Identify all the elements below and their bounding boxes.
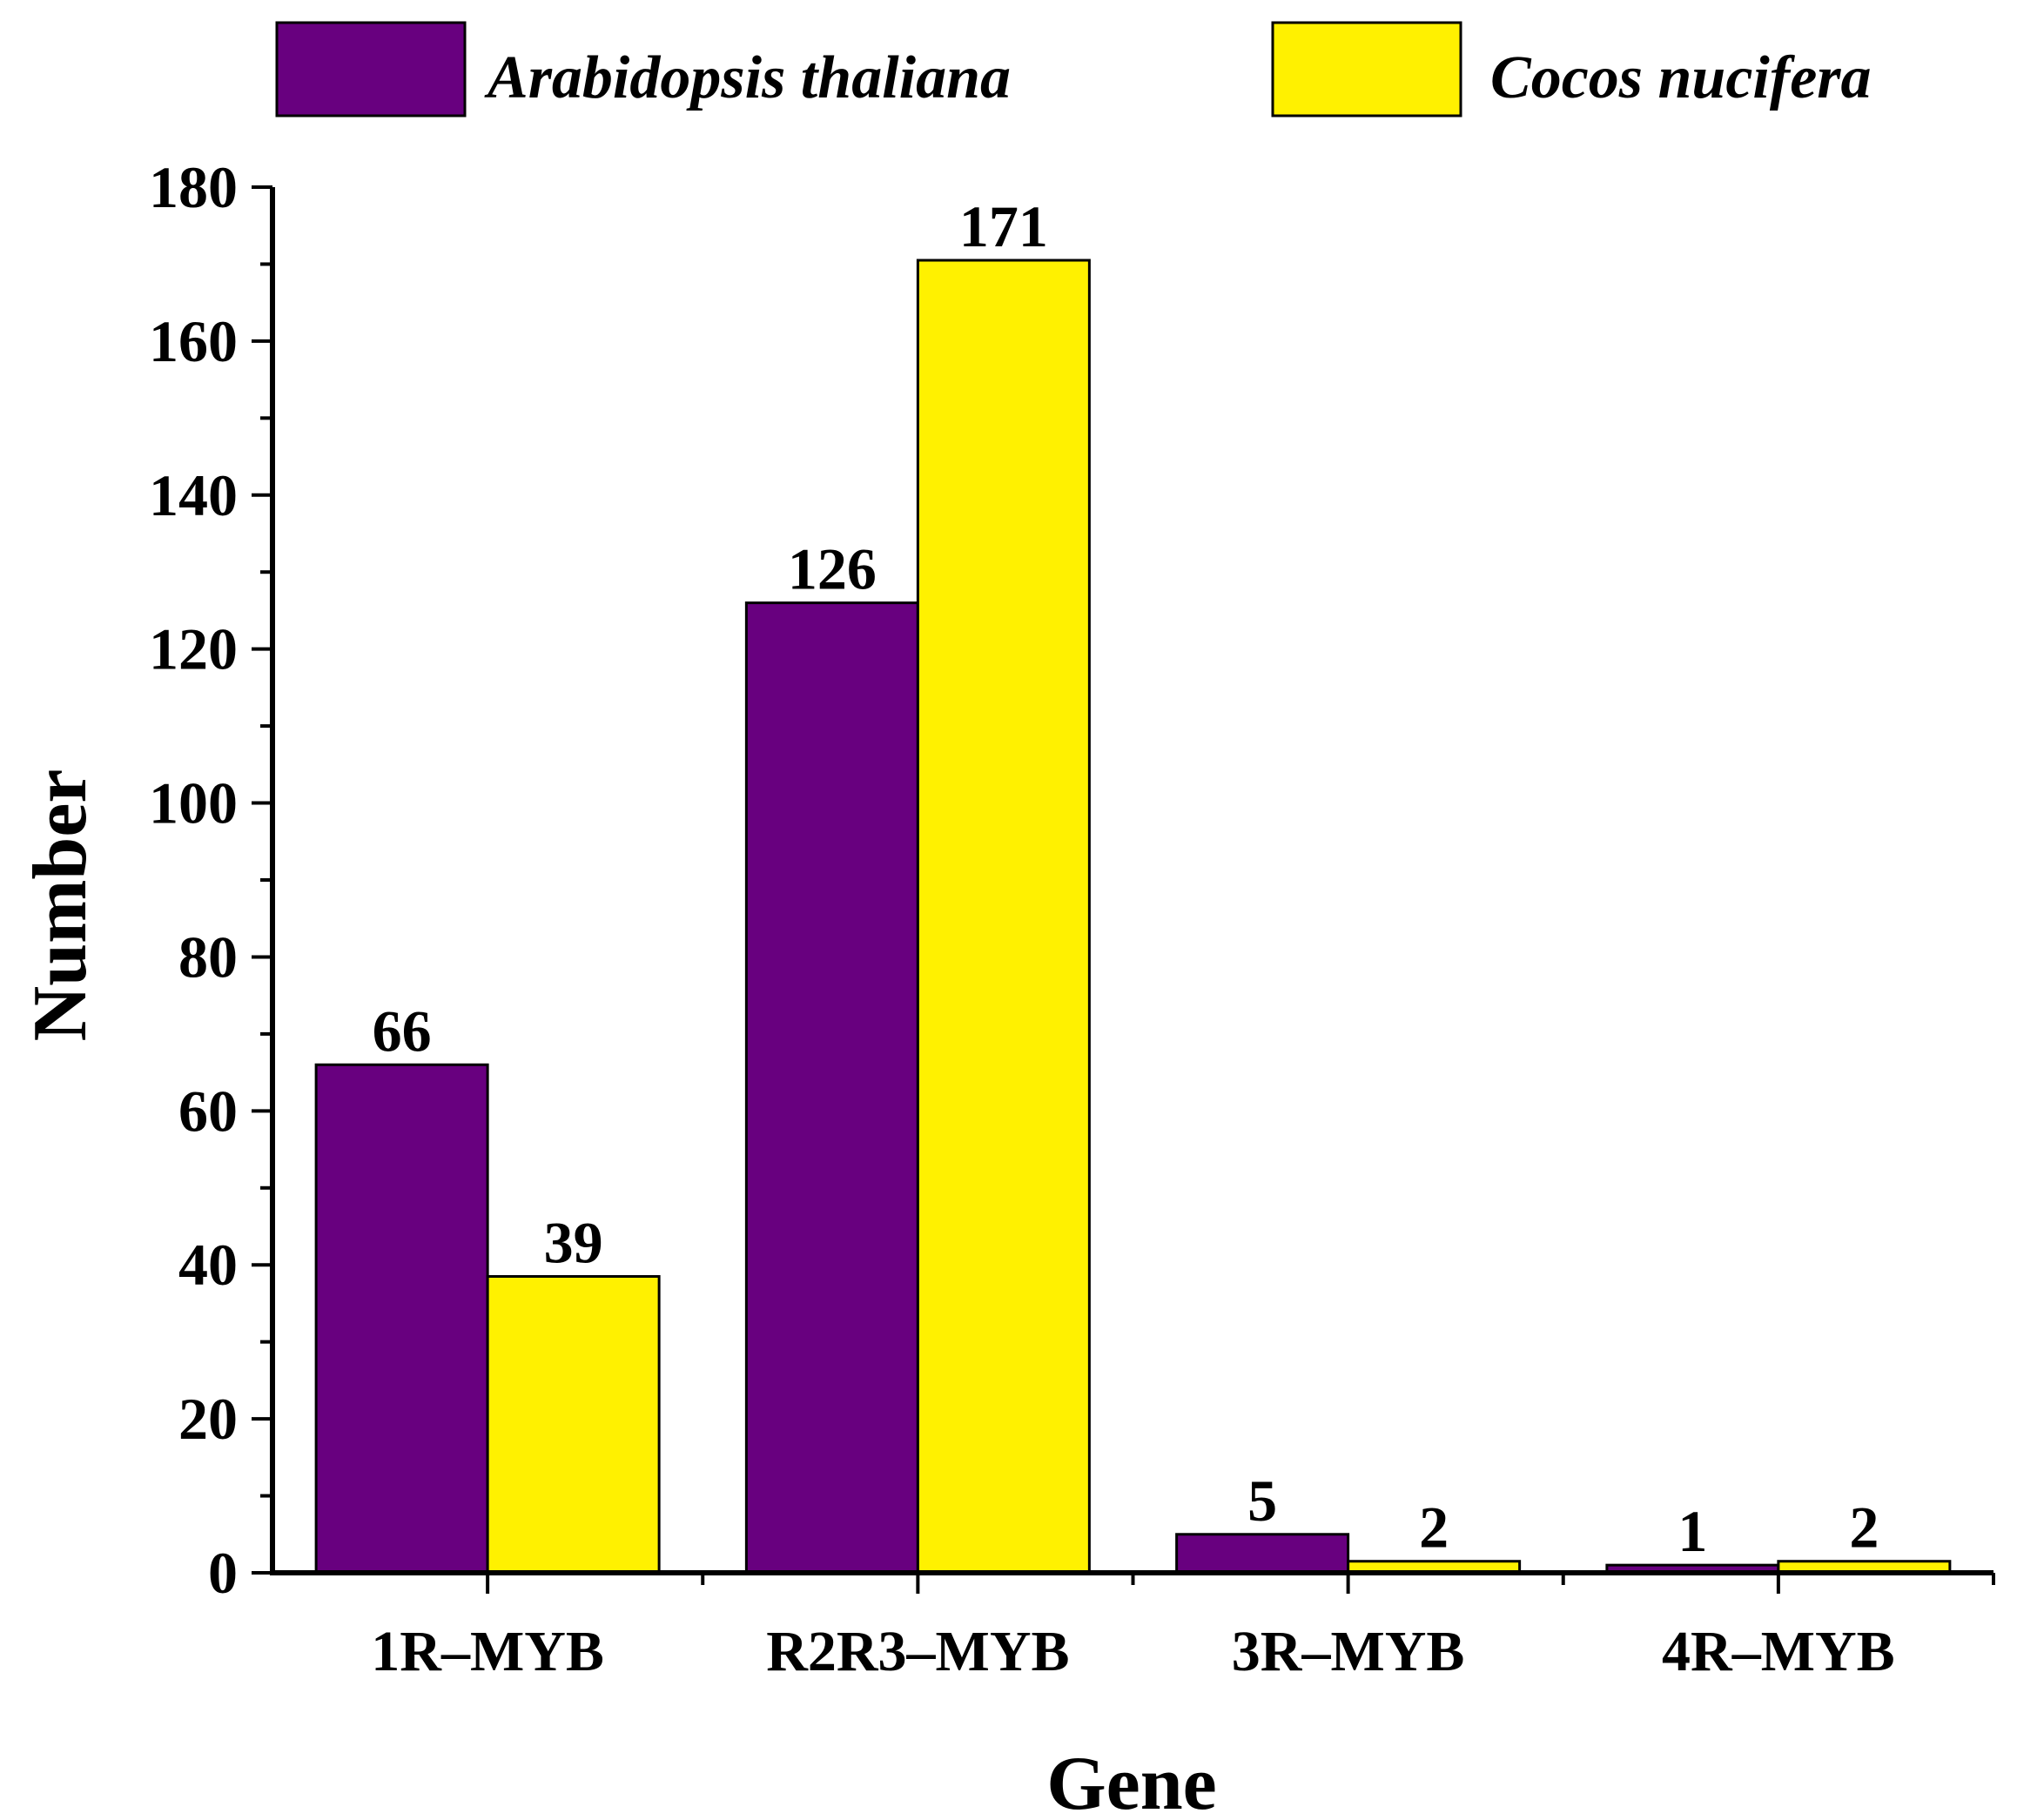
data-label-arabidopsis-thaliana-1r-myb: 66 — [373, 997, 432, 1064]
legend-swatch-cocos-nucifera — [1271, 21, 1462, 118]
bars: 66 39 126 171 5 2 1 2 — [314, 193, 1952, 1575]
data-label-cocos-nucifera-1r-myb: 39 — [544, 1209, 603, 1275]
legend-swatch-arabidopsis-thaliana — [275, 21, 467, 118]
x-axis-title: Gene — [1046, 1742, 1217, 1820]
y-tick-label-140: 140 — [149, 462, 238, 528]
bar-cocos-nucifera-r2r3-myb — [916, 259, 1091, 1575]
bar-arabidopsis-thaliana-1r-myb — [314, 1063, 489, 1575]
x-tick-label-1r-myb: 1R–MYB — [371, 1620, 604, 1683]
y-tick-label-80: 80 — [178, 923, 238, 990]
x-tick-label-4r-myb: 4R–MYB — [1662, 1620, 1895, 1683]
x-tick-label-r2r3-myb: R2R3–MYB — [766, 1620, 1069, 1683]
y-tick-label-100: 100 — [149, 770, 238, 836]
y-tick-label-120: 120 — [149, 616, 238, 682]
legend-label-arabidopsis-thaliana: Arabidopsis thaliana — [484, 44, 1011, 111]
y-axis-title: Number — [18, 769, 103, 1042]
y-tick-label-0: 0 — [208, 1540, 238, 1606]
data-label-arabidopsis-thaliana-r2r3-myb: 126 — [788, 536, 877, 602]
y-tick-label-40: 40 — [178, 1232, 238, 1298]
data-label-cocos-nucifera-3r-myb: 2 — [1419, 1494, 1449, 1561]
bar-cocos-nucifera-1r-myb — [486, 1274, 661, 1575]
data-label-cocos-nucifera-4r-myb: 2 — [1849, 1494, 1879, 1561]
y-tick-label-160: 160 — [149, 308, 238, 374]
x-tick-label-3r-myb: 3R–MYB — [1232, 1620, 1465, 1683]
y-tick-label-20: 20 — [178, 1386, 238, 1452]
legend-label-cocos-nucifera: Cocos nucifera — [1490, 44, 1872, 111]
data-label-arabidopsis-thaliana-3r-myb: 5 — [1247, 1467, 1277, 1534]
bar-arabidopsis-thaliana-3r-myb — [1175, 1533, 1350, 1575]
data-label-arabidopsis-thaliana-4r-myb: 1 — [1677, 1498, 1707, 1564]
legend: Arabidopsis thaliana Cocos nucifera — [275, 21, 1872, 118]
y-tick-label-60: 60 — [178, 1078, 238, 1144]
bar-arabidopsis-thaliana-r2r3-myb — [744, 601, 919, 1575]
data-label-cocos-nucifera-r2r3-myb: 171 — [959, 193, 1048, 259]
axes: 1R–MYB R2R3–MYB 3R–MYB 4R–MYB02040608010012… — [149, 154, 1995, 1683]
y-tick-label-180: 180 — [149, 154, 238, 220]
